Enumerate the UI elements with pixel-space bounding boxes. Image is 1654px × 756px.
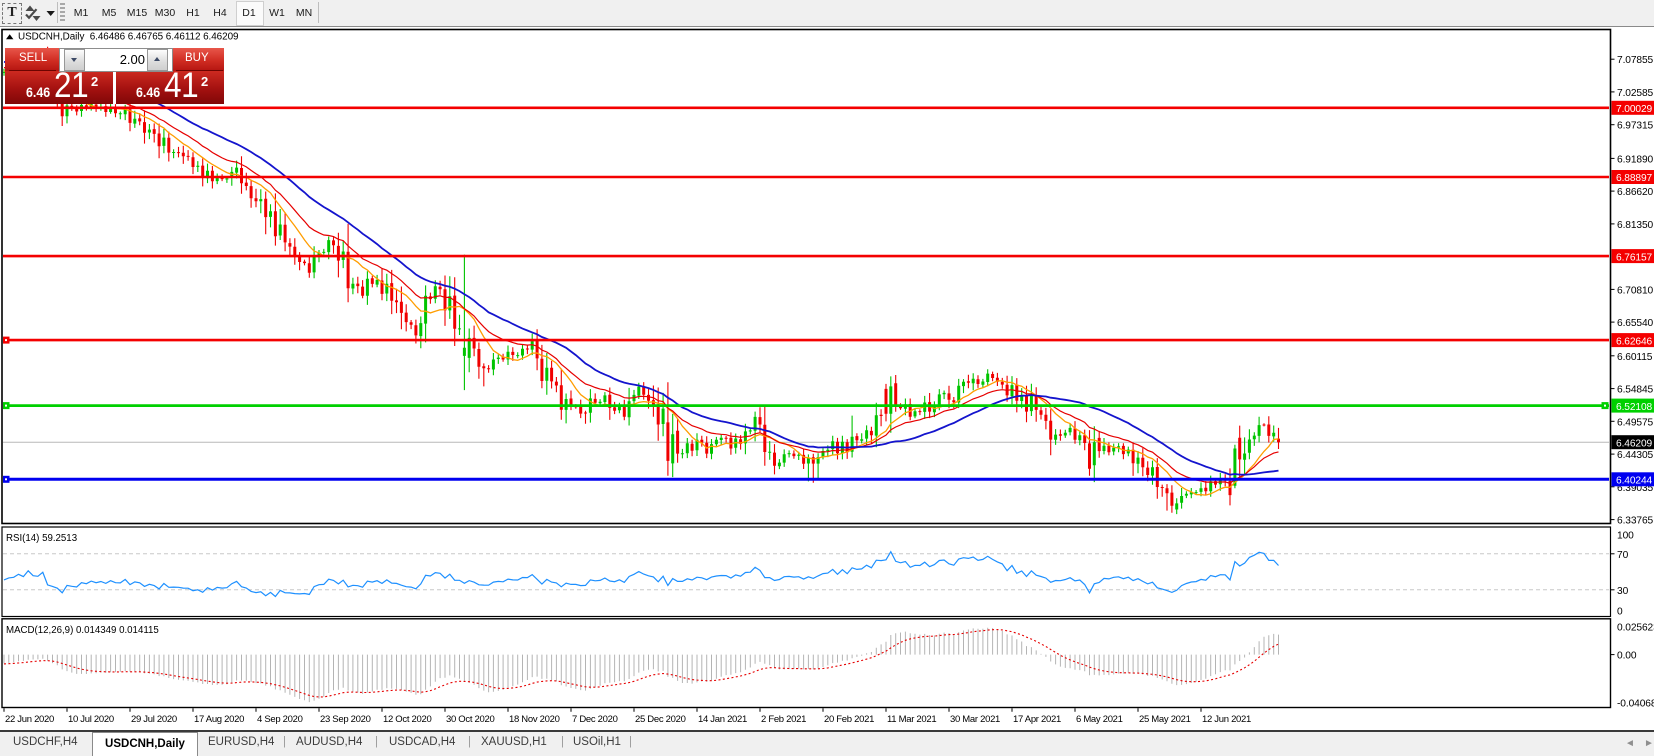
svg-text:17 Aug 2020: 17 Aug 2020 xyxy=(194,714,244,725)
svg-text:6.44305: 6.44305 xyxy=(1617,450,1654,461)
svg-text:USDCNH,Daily 6.46486 6.46765: USDCNH,Daily 6.46486 6.46765 6.46112 6.4… xyxy=(18,32,239,43)
svg-text:7.07855: 7.07855 xyxy=(1617,55,1654,66)
svg-text:6 May 2021: 6 May 2021 xyxy=(1076,714,1123,725)
svg-text:6.97315: 6.97315 xyxy=(1617,121,1654,132)
svg-text:6.39035: 6.39035 xyxy=(1617,483,1654,494)
svg-text:6.86620: 6.86620 xyxy=(1617,187,1654,198)
svg-text:20 Feb 2021: 20 Feb 2021 xyxy=(824,714,874,725)
svg-text:0.025623: 0.025623 xyxy=(1617,623,1654,634)
svg-text:6.52108: 6.52108 xyxy=(1616,402,1653,413)
svg-text:10 Jul 2020: 10 Jul 2020 xyxy=(68,714,114,725)
svg-text:7.02585: 7.02585 xyxy=(1617,88,1654,99)
svg-text:6.62646: 6.62646 xyxy=(1616,336,1653,347)
svg-text:29 Jul 2020: 29 Jul 2020 xyxy=(131,714,177,725)
svg-text:6.81350: 6.81350 xyxy=(1617,220,1654,231)
svg-text:14 Jan 2021: 14 Jan 2021 xyxy=(698,714,747,725)
svg-text:6.91890: 6.91890 xyxy=(1617,154,1654,165)
svg-text:MACD(12,26,9) 0.014349 0.01411: MACD(12,26,9) 0.014349 0.014115 xyxy=(6,625,159,636)
svg-text:6.70810: 6.70810 xyxy=(1617,285,1654,296)
svg-text:12 Jun 2021: 12 Jun 2021 xyxy=(1202,714,1251,725)
svg-text:6.65540: 6.65540 xyxy=(1617,318,1654,329)
svg-text:100: 100 xyxy=(1617,531,1634,542)
svg-text:6.88897: 6.88897 xyxy=(1616,173,1653,184)
svg-text:6.54845: 6.54845 xyxy=(1617,385,1654,396)
svg-text:30: 30 xyxy=(1617,586,1629,597)
svg-text:4 Sep 2020: 4 Sep 2020 xyxy=(257,714,303,725)
svg-text:70: 70 xyxy=(1617,550,1629,561)
svg-text:7 Dec 2020: 7 Dec 2020 xyxy=(572,714,618,725)
svg-text:6.40244: 6.40244 xyxy=(1616,476,1653,487)
svg-text:6.46209: 6.46209 xyxy=(1616,438,1653,449)
svg-text:30 Oct 2020: 30 Oct 2020 xyxy=(446,714,494,725)
svg-text:17 Apr 2021: 17 Apr 2021 xyxy=(1013,714,1061,725)
svg-text:25 May 2021: 25 May 2021 xyxy=(1139,714,1191,725)
svg-text:22 Jun 2020: 22 Jun 2020 xyxy=(5,714,54,725)
svg-text:12 Oct 2020: 12 Oct 2020 xyxy=(383,714,431,725)
svg-text:RSI(14) 59.2513: RSI(14) 59.2513 xyxy=(6,533,77,544)
svg-text:7.00029: 7.00029 xyxy=(1616,104,1653,115)
svg-text:6.60115: 6.60115 xyxy=(1617,352,1653,363)
svg-text:0.00: 0.00 xyxy=(1617,651,1637,662)
svg-text:6.49575: 6.49575 xyxy=(1617,417,1654,428)
svg-text:25 Dec 2020: 25 Dec 2020 xyxy=(635,714,686,725)
svg-text:2 Feb 2021: 2 Feb 2021 xyxy=(761,714,806,725)
svg-text:18 Nov 2020: 18 Nov 2020 xyxy=(509,714,560,725)
svg-text:0: 0 xyxy=(1617,607,1623,618)
svg-text:6.33765: 6.33765 xyxy=(1617,516,1654,527)
svg-text:23 Sep 2020: 23 Sep 2020 xyxy=(320,714,371,725)
svg-text:11 Mar 2021: 11 Mar 2021 xyxy=(887,714,936,725)
svg-text:6.76157: 6.76157 xyxy=(1616,252,1653,263)
svg-text:30 Mar 2021: 30 Mar 2021 xyxy=(950,714,1000,725)
